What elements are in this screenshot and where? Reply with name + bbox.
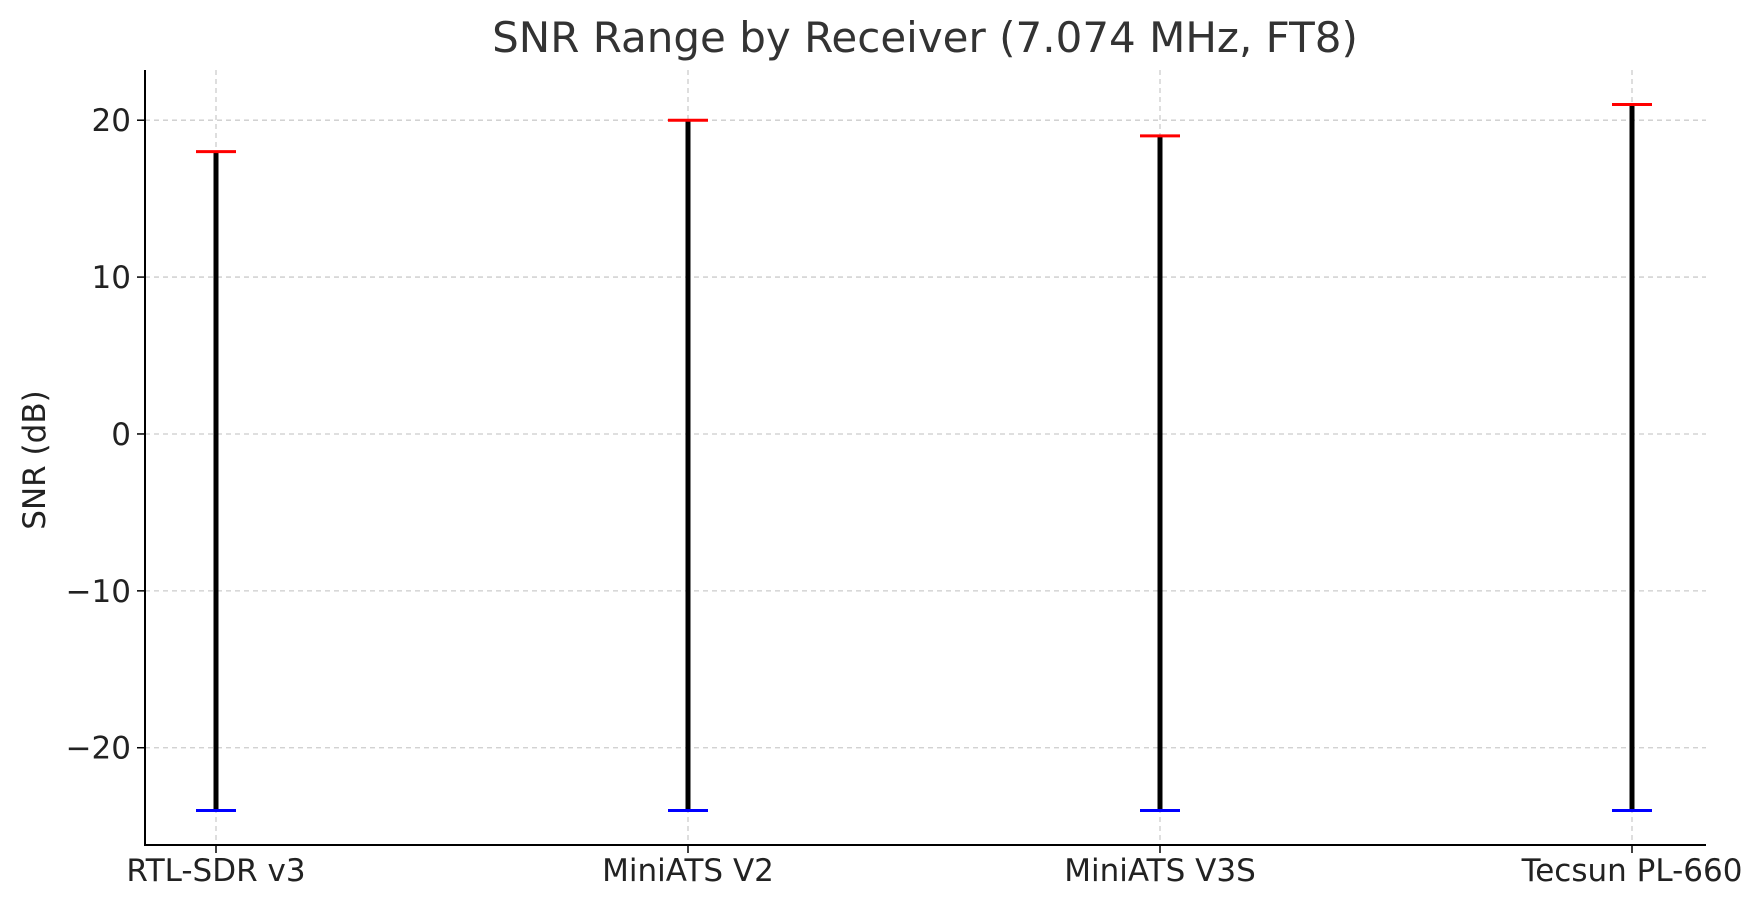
axes-layer xyxy=(144,70,1706,846)
chart-title: SNR Range by Receiver (7.074 MHz, FT8) xyxy=(492,13,1358,62)
marks-layer xyxy=(196,103,1652,812)
x-tick-label: MiniATS V3S xyxy=(1064,853,1256,889)
x-tick-label: RTL-SDR v3 xyxy=(126,853,305,889)
y-tick-label: −10 xyxy=(66,574,131,610)
ticks-layer: −20 −10 0 10 20 RTL-SDR v3 MiniATS V2 MiniATS V… xyxy=(66,103,1743,889)
y-tick-label: −20 xyxy=(66,731,131,767)
y-tick-label: 10 xyxy=(92,260,131,296)
x-tick-label: MiniATS V2 xyxy=(602,853,774,889)
y-tick-label: 20 xyxy=(92,103,131,139)
grid-layer xyxy=(145,70,1706,845)
y-axis-label: SNR (dB) xyxy=(17,390,53,529)
y-tick-label: 0 xyxy=(111,417,131,453)
x-tick-label: Tecsun PL-660 xyxy=(1521,853,1743,889)
